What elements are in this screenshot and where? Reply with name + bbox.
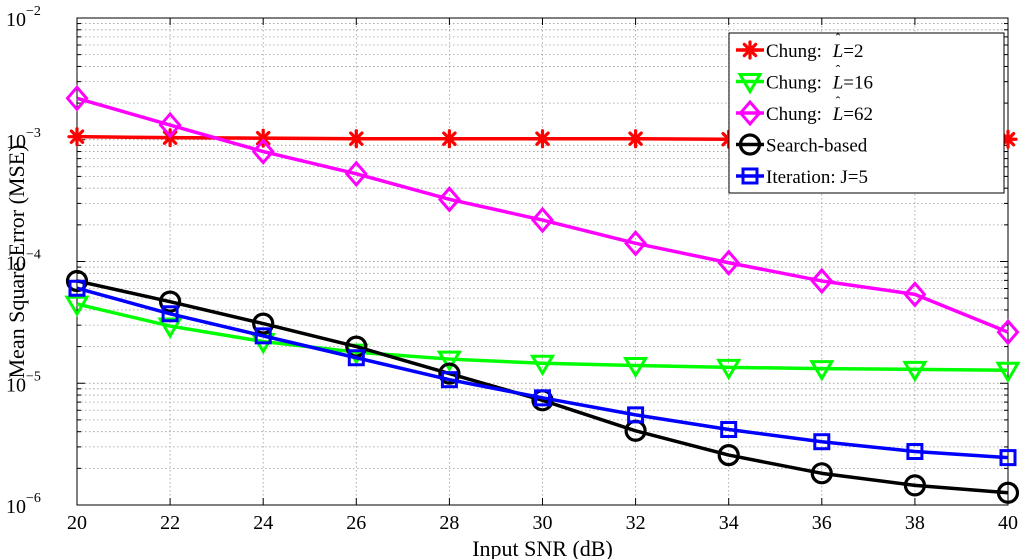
legend-hat: ˆ [836, 32, 841, 47]
data-point [624, 230, 648, 257]
series-line [76, 96, 1009, 334]
series-3 [65, 85, 1020, 346]
data-point [627, 406, 645, 424]
legend-hat: ˆ [836, 95, 841, 110]
data-point [534, 389, 551, 407]
data-point [999, 449, 1017, 467]
legend-label: Chung: L=16 [766, 73, 873, 94]
legend-label: Chung: L=2 [766, 41, 864, 62]
series-line [76, 286, 1009, 460]
x-tick-label: 38 [905, 512, 925, 534]
y-axis-label: Mean Square Error (MSE) [4, 145, 29, 379]
data-point [809, 360, 835, 382]
legend-item: Chung: L=2ˆ [736, 32, 864, 62]
legend-item: Chung: L=16ˆ [736, 64, 873, 95]
data-point [716, 358, 742, 381]
data-point [717, 249, 741, 277]
data-point [440, 371, 458, 389]
legend-item: Search-based [736, 133, 868, 157]
data-point [64, 295, 90, 318]
data-point [67, 127, 87, 147]
data-point [68, 279, 86, 297]
data-point [252, 312, 275, 335]
y-tick-label: 10−5 [6, 369, 41, 396]
data-point [158, 111, 182, 139]
legend-box [728, 32, 1005, 194]
data-point [438, 362, 461, 385]
legend-marker [740, 40, 760, 60]
x-tick-label: 24 [253, 512, 273, 534]
x-tick-label: 22 [160, 512, 180, 534]
legend-label: Iteration: J=5 [766, 167, 868, 188]
data-point [532, 129, 553, 149]
data-point [903, 474, 927, 497]
data-point [529, 354, 556, 377]
legend-item: Chung: L=62ˆ [736, 95, 873, 127]
data-point [622, 356, 649, 379]
x-tick-label: 20 [67, 512, 87, 534]
data-point [531, 206, 554, 234]
data-point [65, 85, 89, 112]
y-tick-label: 10−2 [6, 4, 41, 31]
data-point [717, 443, 740, 467]
x-tick-label: 26 [346, 512, 366, 534]
y-tick-label: 10−3 [6, 126, 41, 153]
x-tick-label: 40 [998, 512, 1018, 534]
data-point [902, 360, 928, 383]
legend-marker [737, 73, 763, 95]
data-point [996, 481, 1020, 504]
legend-marker [738, 99, 762, 127]
x-tick-label: 28 [439, 512, 459, 534]
data-point [161, 305, 179, 323]
data-point [157, 317, 183, 340]
series-line [76, 302, 1009, 372]
data-point [439, 129, 459, 149]
data-point [810, 267, 834, 295]
legend-hat: ˆ [836, 64, 841, 79]
x-tick-label: 36 [812, 512, 832, 534]
data-point [347, 349, 365, 367]
data-point [625, 129, 646, 149]
data-point [254, 327, 272, 345]
y-tick-label: 10−6 [6, 491, 41, 518]
series-4 [65, 269, 1020, 504]
data-point [346, 129, 366, 149]
data-point [344, 160, 368, 188]
series-5 [68, 279, 1017, 467]
data-point [436, 350, 463, 373]
data-point [995, 361, 1021, 384]
data-point [253, 128, 273, 148]
data-point [996, 318, 1020, 346]
legend-marker [741, 167, 759, 185]
data-point [159, 290, 182, 313]
series-line [76, 279, 1009, 495]
data-point [251, 138, 275, 165]
data-point [903, 281, 927, 308]
legend-marker [738, 133, 762, 156]
legend-label: Chung: L=62 [766, 104, 873, 125]
data-point [65, 269, 89, 293]
x-tick-label: 34 [719, 512, 739, 534]
data-point [906, 443, 924, 461]
y-tick-label: 10−4 [6, 248, 41, 275]
series-2 [64, 295, 1021, 384]
axis-ticks: 20 22 24 26 28 30 32 34 36 38 40 10−6 10−5 10−4 10−3 10… [6, 4, 1018, 534]
data-point [810, 462, 833, 485]
x-axis-label: Input SNR (dB) [472, 536, 613, 559]
data-point [813, 433, 831, 451]
legend-item: Iteration: J=5 [736, 167, 868, 188]
x-tick-label: 32 [626, 512, 646, 534]
data-point [437, 186, 461, 213]
data-point [720, 420, 738, 438]
legend-label: Search-based [766, 136, 868, 157]
x-tick-label: 30 [533, 512, 553, 534]
